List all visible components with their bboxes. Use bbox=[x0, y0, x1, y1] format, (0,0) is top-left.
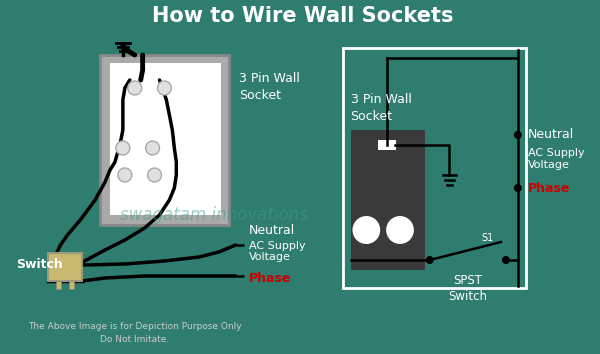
Bar bbox=[343, 48, 526, 288]
Text: SPST
Switch: SPST Switch bbox=[448, 274, 487, 303]
Circle shape bbox=[146, 141, 160, 155]
Circle shape bbox=[116, 141, 130, 155]
Bar bbox=[378, 140, 396, 150]
Bar bbox=[47, 253, 82, 281]
Circle shape bbox=[128, 81, 142, 95]
Circle shape bbox=[514, 184, 522, 192]
Text: Phase: Phase bbox=[248, 272, 291, 285]
Bar bbox=[100, 55, 229, 225]
Bar bbox=[56, 281, 61, 289]
Text: S1: S1 bbox=[481, 233, 493, 243]
Bar bbox=[70, 281, 74, 289]
Text: swagatam innovations: swagatam innovations bbox=[120, 206, 308, 224]
Circle shape bbox=[386, 216, 414, 244]
Circle shape bbox=[426, 256, 434, 264]
Circle shape bbox=[352, 216, 380, 244]
Text: Phase: Phase bbox=[527, 182, 570, 194]
Text: AC Supply: AC Supply bbox=[248, 241, 305, 251]
Text: Voltage: Voltage bbox=[248, 252, 290, 262]
Text: AC Supply: AC Supply bbox=[527, 148, 584, 158]
Circle shape bbox=[148, 168, 161, 182]
Text: How to Wire Wall Sockets: How to Wire Wall Sockets bbox=[152, 6, 454, 26]
Text: 3 Pin Wall
Socket: 3 Pin Wall Socket bbox=[239, 72, 299, 102]
Text: Neutral: Neutral bbox=[527, 129, 574, 142]
Circle shape bbox=[502, 256, 510, 264]
Circle shape bbox=[158, 81, 172, 95]
Text: The Above Image is for Depiction Purpose Only
Do Not Imitate.: The Above Image is for Depiction Purpose… bbox=[28, 322, 242, 343]
Text: Voltage: Voltage bbox=[527, 160, 569, 170]
Text: Switch: Switch bbox=[16, 258, 63, 272]
Text: Neutral: Neutral bbox=[248, 223, 295, 236]
Bar bbox=[110, 63, 221, 215]
Bar bbox=[350, 130, 425, 270]
Circle shape bbox=[514, 131, 522, 139]
Circle shape bbox=[118, 168, 132, 182]
Text: 3 Pin Wall
Socket: 3 Pin Wall Socket bbox=[350, 93, 412, 123]
